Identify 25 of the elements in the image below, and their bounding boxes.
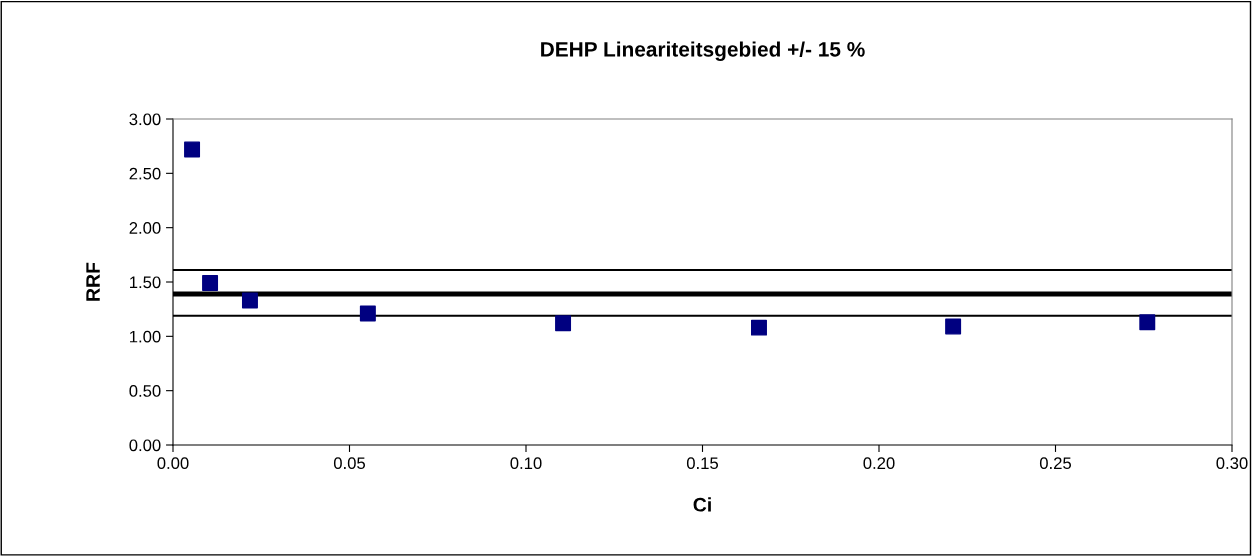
x-tick-label: 0.00 [157,457,189,470]
y-tick-label: 2.00 [129,222,161,234]
point [1139,314,1156,331]
x-tick-label: 0.05 [333,457,366,470]
x-tick-label: 0.20 [863,457,895,470]
point [241,292,258,309]
point [751,319,767,336]
point [555,315,572,332]
y-tick-label: 3.00 [129,113,161,126]
point [184,141,201,158]
point [359,305,376,322]
x-tick-label: 0.15 [686,457,719,470]
y-axis-title: RRF [86,262,100,301]
x-tick-label: 0.10 [510,457,542,470]
chart-title: DEHP Lineariteitsgebied +/- 15 % [541,41,865,61]
point [202,275,219,292]
x-tick-label: 0.30 [1216,457,1248,470]
y-tick-label: 0.00 [129,439,161,452]
x-axis-title: Ci [693,497,711,512]
y-tick-label: 0.50 [129,385,161,397]
y-tick-label: 1.50 [130,276,161,289]
point [945,318,962,335]
x-tick-label: 0.25 [1039,457,1072,470]
y-tick-label: 2.50 [129,167,161,180]
y-tick-label: 1.00 [130,330,161,343]
